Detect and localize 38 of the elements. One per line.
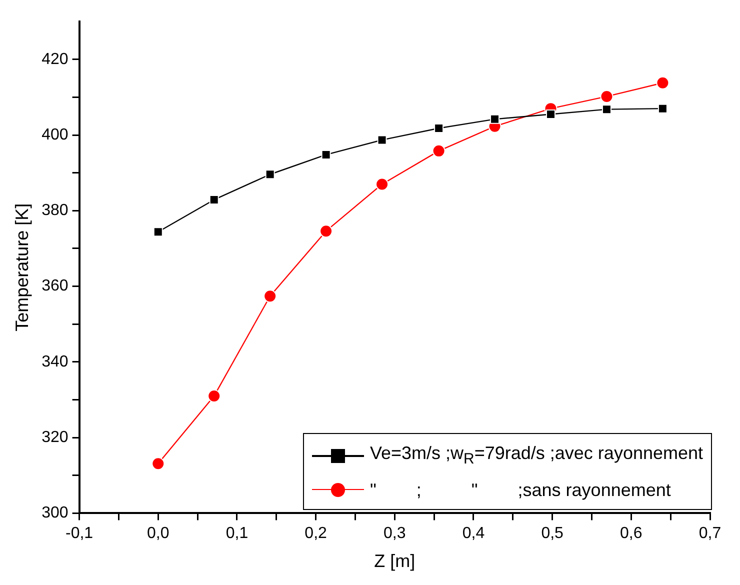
point: [321, 150, 331, 160]
legend-label: " ; " ;sans rayonnement: [370, 478, 671, 502]
x-tick-label: -0,1: [66, 525, 94, 542]
point: [208, 389, 221, 402]
point: [656, 76, 670, 90]
point: [209, 194, 219, 204]
legend-label: Ve=3m/s ;w$_{R}$=79rad/s ;avec rayonnement: [370, 442, 703, 470]
x-tick-label: 0,6: [620, 525, 642, 542]
x-tick-label: 0,7: [698, 525, 722, 542]
point: [546, 110, 556, 119]
point: [320, 224, 333, 238]
point: [153, 227, 163, 237]
point: [432, 144, 446, 158]
x-tick-label: 0,4: [462, 525, 485, 542]
x-tick-label: 0,2: [304, 525, 328, 542]
x-tick-label: 0,0: [147, 525, 170, 542]
y-axis-title: Temperature [K]: [12, 203, 32, 332]
point: [658, 104, 668, 114]
point: [602, 104, 612, 114]
y-tick-label: 340: [42, 353, 68, 370]
y-tick-label: 360: [42, 278, 68, 295]
y-tick-label: 420: [42, 50, 68, 68]
y-tick-label: 380: [42, 202, 68, 220]
point: [265, 170, 275, 180]
point: [376, 178, 389, 191]
point: [152, 457, 165, 470]
point: [490, 114, 500, 124]
point: [434, 123, 444, 133]
y-tick-label: 400: [42, 126, 68, 144]
x-tick-label: 0,3: [384, 525, 406, 542]
x-tick-label: 0,5: [541, 525, 564, 542]
x-axis-title: Z [m]: [374, 551, 416, 572]
x-tick-label: 0,1: [226, 525, 248, 542]
y-tick-label: 300: [42, 504, 68, 522]
point: [600, 90, 614, 103]
point: [264, 290, 277, 303]
y-tick-label: 320: [42, 428, 68, 446]
point: [377, 135, 387, 145]
